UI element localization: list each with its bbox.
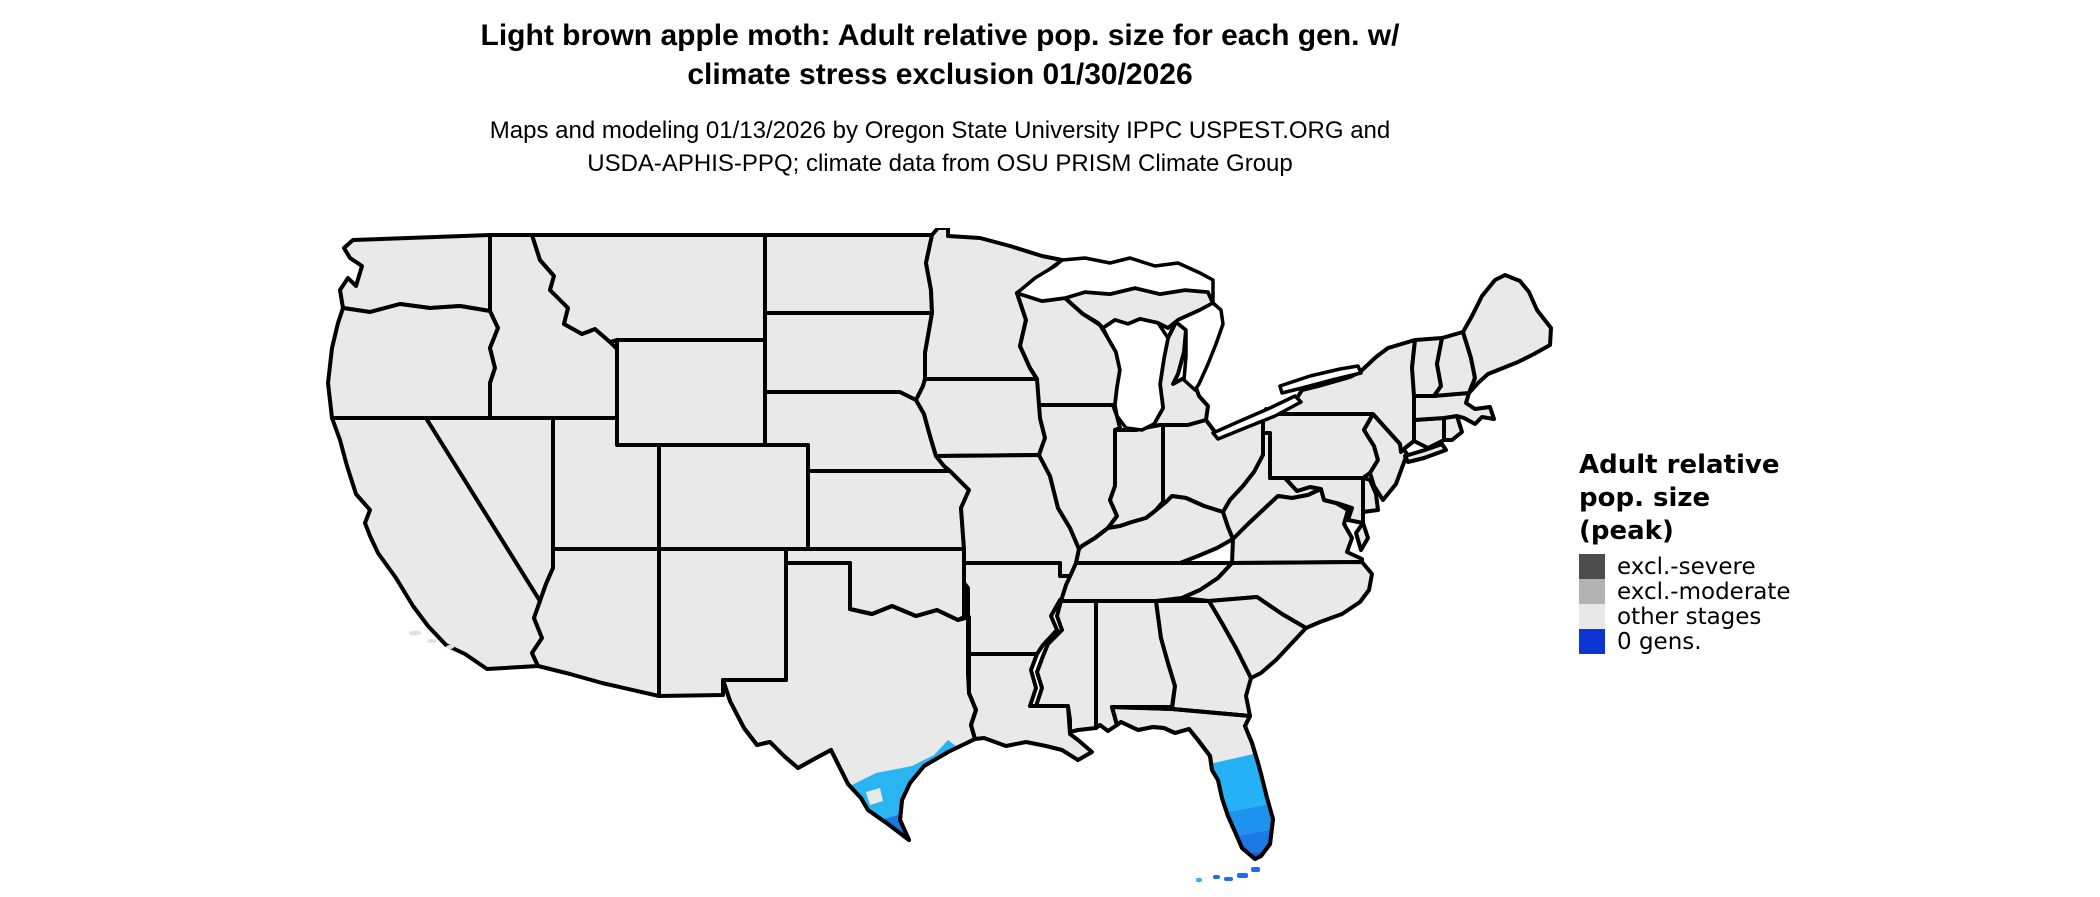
state-arkansas [962, 561, 1078, 656]
map-subtitle: Maps and modeling 01/13/2026 by Oregon S… [320, 114, 1560, 180]
legend-item-excl-severe: excl.-severe [1579, 553, 1999, 580]
great-lakes-layer [1015, 256, 1363, 441]
legend-label-excl-moderate: excl.-moderate [1617, 578, 1791, 605]
legend-swatch-excl-moderate [1579, 579, 1605, 604]
state-massachusetts [1412, 391, 1496, 426]
state-iowa [914, 377, 1049, 458]
legend-title: Adult relative pop. size (peak) [1579, 449, 1999, 548]
state-maine [1461, 273, 1553, 395]
state-new-york-long-island [1403, 442, 1448, 464]
florida-key-islet [1251, 867, 1260, 872]
state-connecticut [1412, 416, 1446, 450]
legend-swatch-0-gens [1579, 629, 1605, 654]
legend-title-line3: (peak) [1579, 516, 1674, 546]
legend-item-other-stages: other stages [1579, 603, 1999, 630]
lake-superior [1015, 256, 1215, 305]
us-map [326, 226, 1553, 882]
channel-islet [446, 645, 454, 649]
lake-huron [1174, 301, 1225, 392]
legend-item-0-gens: 0 gens. [1579, 628, 1999, 655]
texas-patch-gray-hole [866, 788, 883, 805]
state-florida-outline [1110, 705, 1275, 861]
state-mississippi [1034, 599, 1098, 734]
states-layer [326, 226, 1553, 861]
lake-ontario [1278, 364, 1363, 395]
lake-erie [1211, 394, 1303, 441]
florida-key-islet [1196, 878, 1202, 882]
state-arizona [530, 547, 661, 698]
channel-islet [427, 639, 437, 643]
map-title-line1: Light brown apple moth: Adult relative p… [480, 19, 1400, 52]
channel-islands [409, 630, 454, 649]
florida-keys [1196, 867, 1260, 882]
state-montana [530, 233, 767, 344]
state-south-carolina [1207, 595, 1308, 680]
legend-title-line1: Adult relative [1579, 450, 1780, 480]
legend-swatch-other-stages [1579, 604, 1605, 629]
lake-michigan [1101, 317, 1170, 432]
channel-islet [409, 630, 421, 636]
legend-label-0-gens: 0 gens. [1617, 628, 1702, 655]
state-oregon [326, 302, 500, 420]
florida-key-islet [1213, 875, 1220, 879]
state-kentucky [1074, 494, 1235, 565]
state-delaware [1361, 476, 1380, 514]
florida-key-islet [1237, 873, 1248, 878]
us-map-container [320, 226, 1560, 892]
state-pennsylvania [1261, 407, 1380, 480]
state-colorado [657, 443, 810, 551]
map-subtitle-line2: USDA-APHIS-PPQ; climate data from OSU PR… [587, 150, 1293, 177]
state-north-dakota [763, 233, 934, 315]
map-region-florida-gradient [1170, 748, 1273, 859]
state-kansas [806, 469, 971, 551]
state-south-dakota [763, 311, 934, 402]
state-maryland [1283, 476, 1365, 525]
legend-label-other-stages: other stages [1617, 603, 1762, 630]
legend-swatch-excl-severe [1579, 554, 1605, 579]
state-wyoming [615, 338, 767, 447]
florida-key-islet [1224, 877, 1233, 881]
state-virginia-eastern-shore [1354, 521, 1370, 552]
map-subtitle-line1: Maps and modeling 01/13/2026 by Oregon S… [489, 117, 1391, 144]
legend: Adult relative pop. size (peak) excl.-se… [1579, 449, 1999, 655]
legend-label-excl-severe: excl.-severe [1617, 553, 1756, 580]
legend-title-line2: pop. size [1579, 483, 1711, 513]
legend-item-excl-moderate: excl.-moderate [1579, 578, 1999, 605]
state-washington [338, 233, 492, 314]
map-title-line2: climate stress exclusion 01/30/2026 [687, 58, 1193, 91]
map-title: Light brown apple moth: Adult relative p… [320, 16, 1560, 94]
state-new-mexico [657, 547, 788, 698]
state-texas-outline [721, 561, 978, 842]
